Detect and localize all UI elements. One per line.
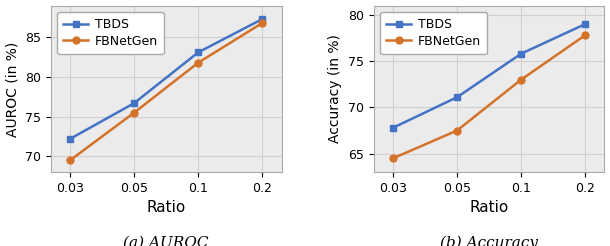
FBNetGen	[131, 111, 138, 114]
Y-axis label: AUROC (in %): AUROC (in %)	[5, 41, 20, 137]
TBDS	[131, 102, 138, 105]
Line: FBNetGen: FBNetGen	[390, 32, 589, 162]
Line: TBDS: TBDS	[66, 15, 266, 142]
FBNetGen	[517, 78, 525, 81]
Line: TBDS: TBDS	[390, 21, 589, 131]
TBDS	[389, 126, 396, 129]
TBDS	[581, 23, 589, 26]
FBNetGen	[389, 157, 396, 160]
Legend: TBDS, FBNetGen: TBDS, FBNetGen	[57, 12, 164, 54]
TBDS	[259, 17, 266, 20]
Text: (a) AUROC: (a) AUROC	[123, 235, 209, 246]
TBDS	[453, 96, 461, 99]
FBNetGen	[259, 22, 266, 25]
Legend: TBDS, FBNetGen: TBDS, FBNetGen	[380, 12, 487, 54]
FBNetGen	[453, 129, 461, 132]
FBNetGen	[195, 61, 202, 64]
Line: FBNetGen: FBNetGen	[66, 19, 266, 164]
Text: (b) Accuracy: (b) Accuracy	[440, 235, 538, 246]
X-axis label: Ratio: Ratio	[146, 200, 186, 215]
Y-axis label: Accuracy (in %): Accuracy (in %)	[329, 34, 342, 143]
X-axis label: Ratio: Ratio	[470, 200, 509, 215]
FBNetGen	[581, 34, 589, 37]
FBNetGen	[66, 159, 74, 162]
TBDS	[66, 138, 74, 140]
TBDS	[195, 51, 202, 54]
TBDS	[517, 52, 525, 55]
